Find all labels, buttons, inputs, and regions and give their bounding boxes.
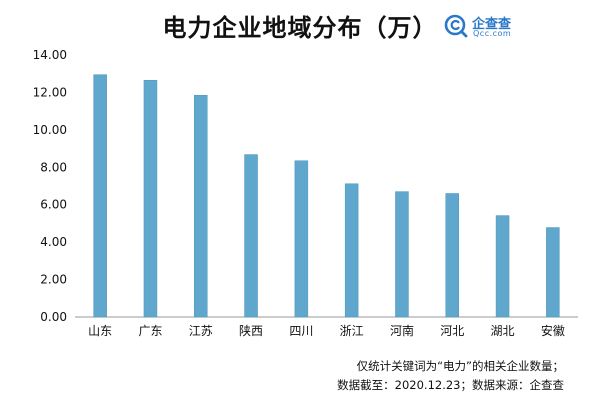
x-tick-label: 浙江 <box>340 324 364 338</box>
y-tick-label: 2.00 <box>40 273 67 287</box>
bar-河北 <box>445 193 459 318</box>
y-tick-label: 6.00 <box>40 198 67 212</box>
y-tick-label: 10.00 <box>33 123 67 137</box>
y-tick-label: 4.00 <box>40 235 67 249</box>
bar-安徽 <box>546 227 560 318</box>
bar-陕西 <box>244 154 258 318</box>
x-tick-label: 广东 <box>138 324 162 338</box>
bar-江苏 <box>194 94 208 318</box>
x-tick-label: 陕西 <box>239 323 263 338</box>
x-tick-label: 河南 <box>390 323 414 338</box>
footnote-scope: 仅统计关键词为“电力”的相关企业数量； <box>356 359 564 373</box>
bar-河南 <box>395 191 409 318</box>
y-tick-label: 14.00 <box>33 48 67 62</box>
x-tick-label: 山东 <box>88 324 112 338</box>
logo-name: 企查查 <box>472 17 512 32</box>
bar-山东 <box>93 74 107 318</box>
bar-湖北 <box>495 215 510 318</box>
bar-广东 <box>143 80 158 318</box>
x-tick-label: 河北 <box>440 324 464 338</box>
magnifier-c-icon <box>444 14 468 38</box>
brand-logo: 企查查 Qcc.com <box>444 12 554 42</box>
y-tick-label: 0.00 <box>40 310 67 324</box>
logo-domain: Qcc.com <box>473 29 512 38</box>
bar-四川 <box>294 160 309 318</box>
footnote-source: 数据截至：2020.12.23；数据来源：企查查 <box>337 378 564 392</box>
x-tick-label: 安徽 <box>541 323 565 338</box>
y-tick-label: 12.00 <box>33 85 67 99</box>
y-tick-label: 8.00 <box>40 160 67 174</box>
x-tick-label: 湖北 <box>491 323 515 338</box>
x-tick-label: 四川 <box>289 324 313 338</box>
bar-浙江 <box>344 183 359 318</box>
chart-title: 电力企业地域分布（万） <box>162 14 438 42</box>
x-tick-label: 江苏 <box>189 324 213 338</box>
